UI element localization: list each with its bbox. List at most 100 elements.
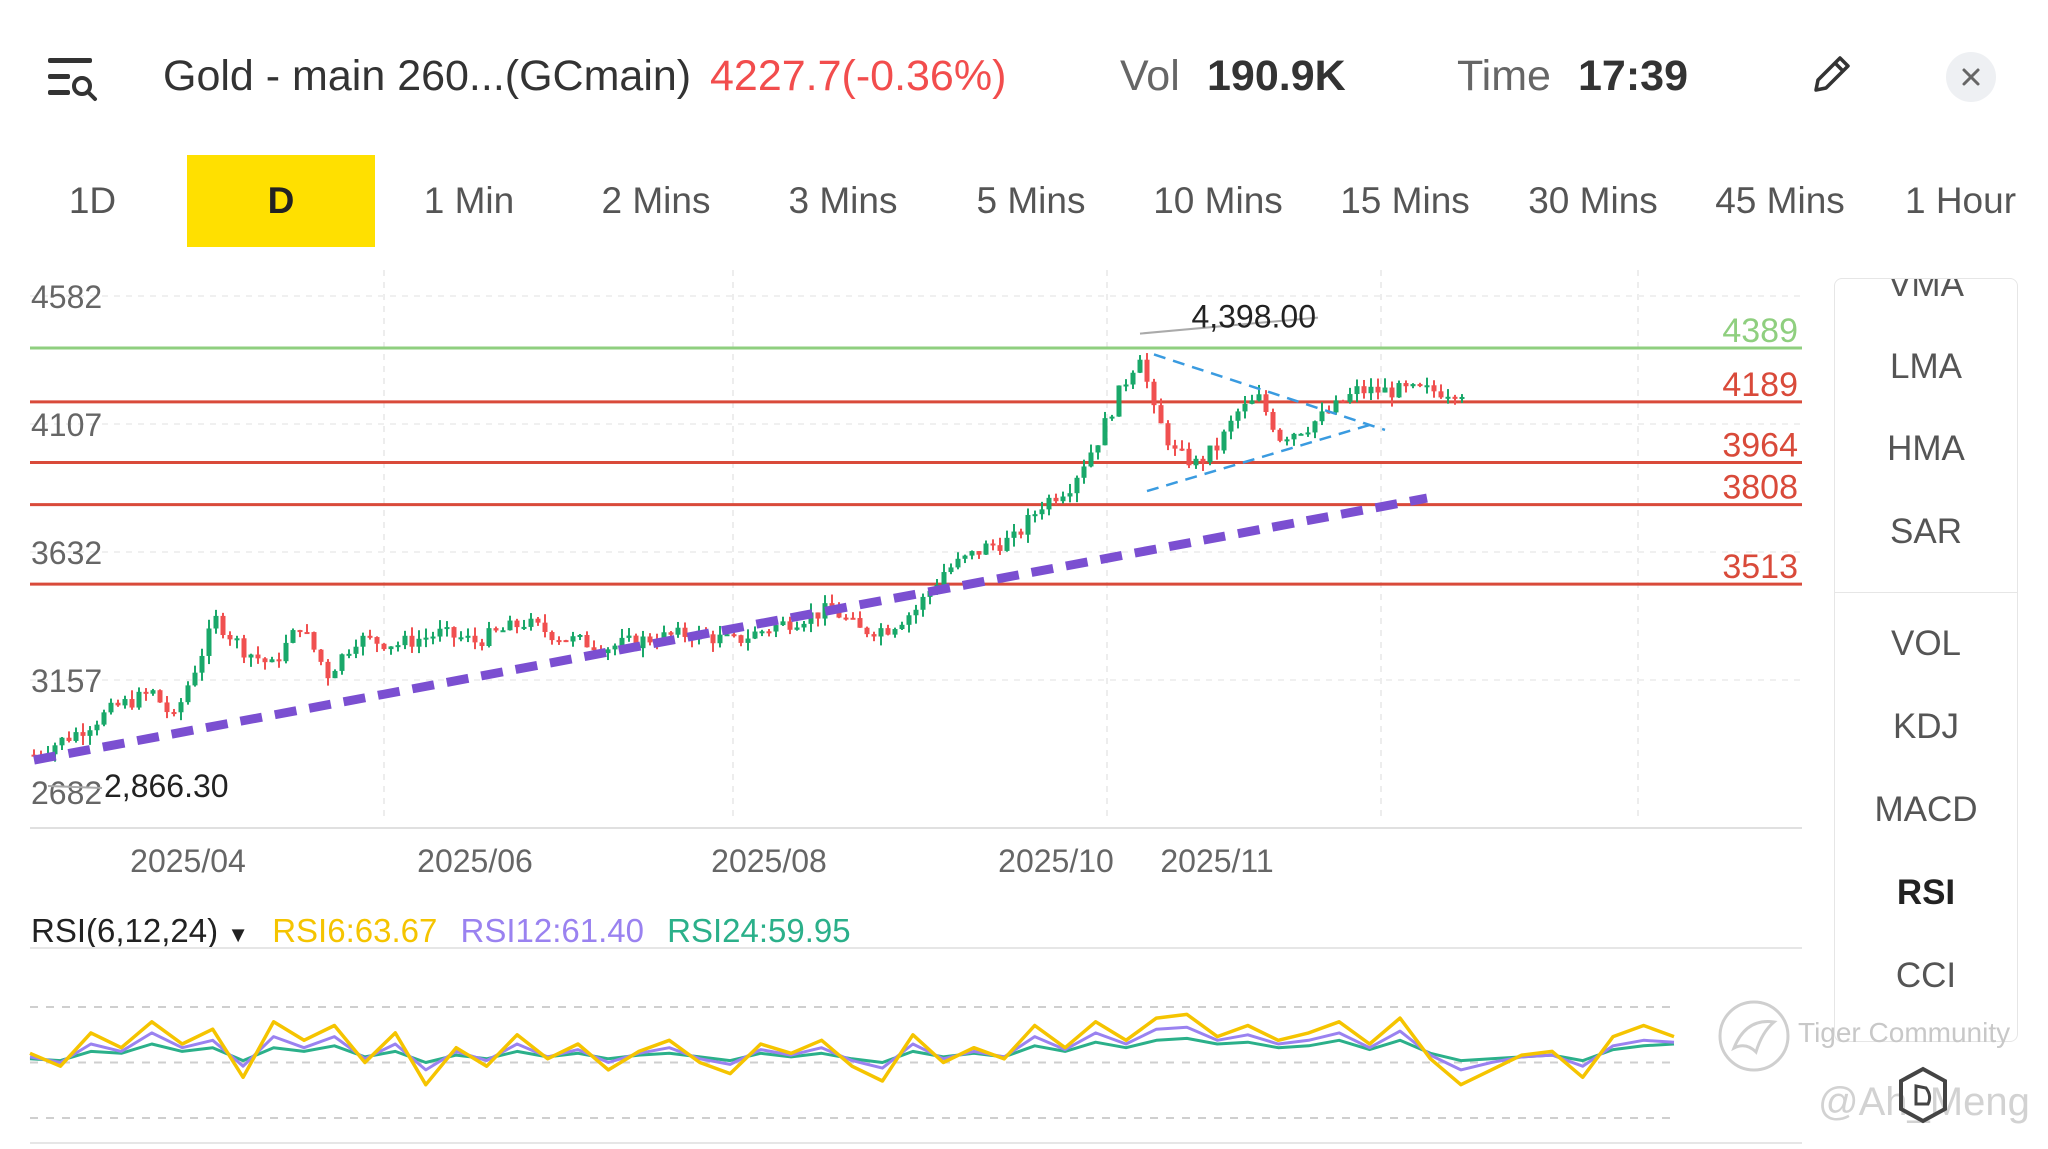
indicator-kdj[interactable]: KDJ [1892,707,1960,746]
candle-body [374,637,380,644]
candle-body [1193,458,1199,466]
tab-10-mins[interactable]: 10 Mins [1153,180,1283,221]
rsi-indicator-selector[interactable]: RSI(6,12,24) ▼ [31,912,249,949]
candle-body [1382,387,1388,393]
tab-30-mins[interactable]: 30 Mins [1528,180,1658,221]
rsi12-value: RSI12:61.40 [460,912,644,949]
candle-body [157,690,163,703]
indicator-vol[interactable]: VOL [1890,624,1962,663]
tab-5-mins[interactable]: 5 Mins [976,180,1086,221]
indicator-rsi[interactable]: RSI [1896,873,1956,912]
candle-body [1158,405,1164,424]
candle-body [80,732,86,736]
candle-body [780,621,786,626]
candle-body [647,636,653,643]
candle-body [276,659,282,662]
candle-body [633,635,639,649]
candle-body [577,634,583,637]
candle-body [1018,531,1024,535]
level-label-3964: 3964 [1722,427,1798,465]
candle-body [1032,514,1038,517]
candle-body [514,620,520,628]
rsi24-line [29,1036,1675,1064]
candle-body [766,631,772,634]
candle-body [1123,384,1129,387]
tab-2-mins[interactable]: 2 Mins [601,180,711,221]
indicator-macd[interactable]: MACD [1874,790,1978,829]
candle-body [1403,383,1409,387]
candle-body [66,737,72,741]
tab-45-mins[interactable]: 45 Mins [1715,180,1845,221]
candle-body [430,636,436,639]
candle-body [1242,403,1248,412]
candle-body [1165,423,1171,446]
low-annotation-leader [47,785,103,789]
tab-1d[interactable]: 1D [68,180,117,221]
candle-body [1305,432,1311,435]
candle-body [444,627,450,630]
candle-body [605,649,611,654]
candle-body [1214,445,1220,451]
hexagon-badge-icon [1899,1066,1947,1124]
candle-body [990,543,996,546]
candle-body [101,712,107,725]
candle-body [416,638,422,647]
volume-value: 190.9K [1207,52,1346,100]
candle-body [423,637,429,640]
candle-body [1368,386,1374,394]
candle-body [563,640,569,643]
candle-body [1431,385,1437,392]
candle-body [59,737,65,746]
candle-body [290,630,296,643]
candle-body [115,702,121,706]
candle-body [1179,448,1185,451]
instrument-title[interactable]: Gold - main 260...(GCmain) [163,52,692,100]
candle-body [675,627,681,635]
candle-body [1298,433,1304,436]
candle-body [857,618,863,628]
candle-body [1228,420,1234,432]
indicator-cci[interactable]: CCI [1895,956,1957,995]
candle-body [710,634,716,644]
candle-body [1186,448,1192,466]
candle-body [773,625,779,632]
candle-body [185,685,191,703]
candle-body [472,635,478,643]
candle-body [262,658,268,663]
candle-body [570,636,576,642]
y-tick-label: 3632 [31,535,102,571]
high-annotation-label: 4,398.00 [1191,299,1316,335]
candle-body [941,572,947,585]
close-button[interactable] [1946,52,1996,102]
candle-body [1270,412,1276,430]
candle-body [297,630,303,633]
search-menu-icon[interactable] [44,52,100,108]
tab-1-min[interactable]: 1 Min [423,180,515,221]
candle-body [738,635,744,643]
tab-1-hour[interactable]: 1 Hour [1904,180,2017,221]
candle-body [1319,411,1325,422]
candle-body [682,627,688,637]
close-icon [1962,68,1980,86]
candle-body [1137,359,1143,373]
candle-body [759,631,765,634]
pencil-edit-icon[interactable] [1808,50,1856,98]
indicator-sar[interactable]: SAR [1890,512,1962,551]
candle-body [1235,411,1241,421]
candle-body [1025,514,1031,535]
tab-d[interactable]: D [187,155,375,247]
tab-15-mins[interactable]: 15 Mins [1340,180,1470,221]
tab-3-mins[interactable]: 3 Mins [788,180,898,221]
candle-body [794,627,800,630]
indicator-lma[interactable]: LMA [1890,347,1962,386]
candle-body [1053,497,1059,502]
candle-body [1256,394,1262,401]
candle-body [1459,397,1465,400]
candle-body [241,638,247,658]
y-tick-label: 2682 [31,775,102,811]
indicator-hma[interactable]: HMA [1887,429,1965,468]
candle-body [1417,384,1423,387]
candle-body [864,627,870,635]
candle-body [1074,477,1080,494]
indicator-vma[interactable]: VMA [1888,278,1964,304]
